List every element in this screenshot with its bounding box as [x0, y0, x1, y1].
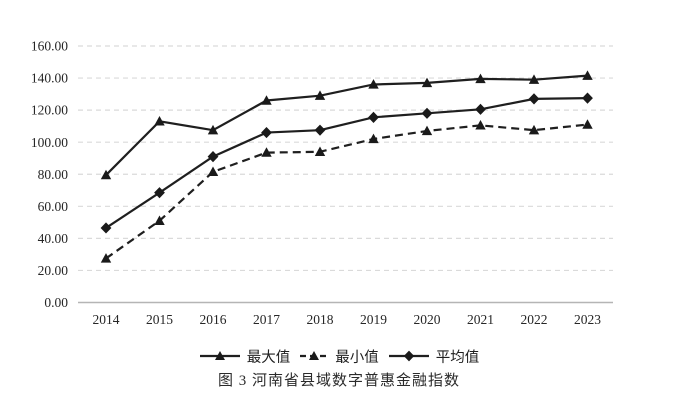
triangle-marker-icon: [314, 146, 326, 157]
triangle-marker-icon: [582, 119, 593, 129]
diamond-legend-swatch-icon: [388, 350, 429, 362]
y-axis-tick-label: 120.00: [31, 103, 68, 118]
x-axis-tick-label: 2020: [414, 312, 441, 327]
triangle-marker-icon: [421, 125, 433, 136]
triangle-marker-icon: [100, 169, 112, 180]
x-axis-tick-label: 2016: [200, 312, 227, 327]
diamond-marker-icon: [421, 107, 433, 119]
triangle-marker-icon: [207, 166, 219, 177]
triangle-marker-icon: [207, 124, 219, 135]
chart-legend: 最大值 最小值 平均值: [19, 346, 659, 366]
triangle-marker-icon: [475, 73, 486, 84]
diamond-marker-icon: [368, 111, 379, 123]
triangle-marker-icon: [368, 133, 379, 144]
x-axis-tick-label: 2022: [521, 312, 548, 327]
x-axis-tick-label: 2023: [574, 312, 601, 327]
triangle-marker-icon: [582, 70, 593, 80]
legend-item-1: 最小值: [299, 346, 379, 367]
y-axis-tick-label: 80.00: [38, 167, 69, 182]
triangle-marker-icon: [368, 79, 379, 89]
diamond-marker-icon: [475, 103, 486, 115]
legend-item-2: 平均值: [388, 346, 480, 367]
series-line-1: [105, 123, 588, 260]
diamond-marker-icon: [528, 93, 540, 105]
x-axis-tick-label: 2017: [253, 312, 280, 327]
triangle-marker-icon: [421, 77, 433, 88]
series-line-2: [105, 97, 588, 229]
y-axis-tick-label: 140.00: [31, 71, 68, 86]
diamond-marker-icon: [100, 222, 112, 234]
y-axis-tick-label: 160.00: [31, 39, 68, 54]
line-chart: 0.00 20.00 40.00 60.00 80.00 100.00 120.00 140.…: [31, 39, 613, 327]
legend-label: 最小值: [335, 349, 379, 366]
triangle-marker-icon: [261, 95, 272, 105]
x-axis-tick-label: 2015: [146, 312, 173, 327]
y-axis-tick-label: 60.00: [38, 199, 69, 214]
legend-label: 最大值: [246, 349, 291, 366]
triangle-legend-swatch-icon: [300, 351, 329, 360]
triangle-marker-icon: [314, 90, 326, 100]
triangle-marker-icon: [261, 147, 272, 157]
x-axis-tick-label: 2014: [93, 312, 120, 327]
diamond-marker-icon: [314, 124, 326, 136]
triangle-legend-swatch-icon: [199, 351, 240, 360]
y-axis-tick-label: 0.00: [44, 295, 68, 310]
x-axis-tick-label: 2018: [307, 312, 334, 327]
triangle-marker-icon: [154, 215, 165, 225]
y-axis-tick-label: 20.00: [38, 263, 69, 278]
triangle-marker-icon: [475, 120, 486, 130]
chart-footer: 最大值 最小值 平均值 图 3 河南省县域数字普惠金融指数: [19, 346, 659, 390]
triangle-marker-icon: [100, 253, 112, 263]
y-axis-tick-label: 100.00: [31, 135, 68, 150]
legend-label: 平均值: [435, 349, 480, 366]
y-axis-tick-label: 40.00: [38, 231, 69, 246]
diamond-marker-icon: [207, 151, 219, 163]
triangle-marker-icon: [154, 116, 165, 126]
diamond-marker-icon: [261, 126, 272, 139]
series-line-0: [105, 74, 588, 176]
legend-item-0: 最大值: [199, 346, 291, 367]
x-axis-tick-label: 2021: [467, 312, 494, 327]
figure-caption: 图 3 河南省县域数字普惠金融指数: [217, 373, 460, 389]
triangle-marker-icon: [528, 74, 540, 84]
x-axis-tick-label: 2019: [360, 312, 387, 327]
triangle-marker-icon: [528, 124, 540, 135]
diamond-marker-icon: [154, 187, 165, 199]
diamond-marker-icon: [582, 92, 593, 104]
